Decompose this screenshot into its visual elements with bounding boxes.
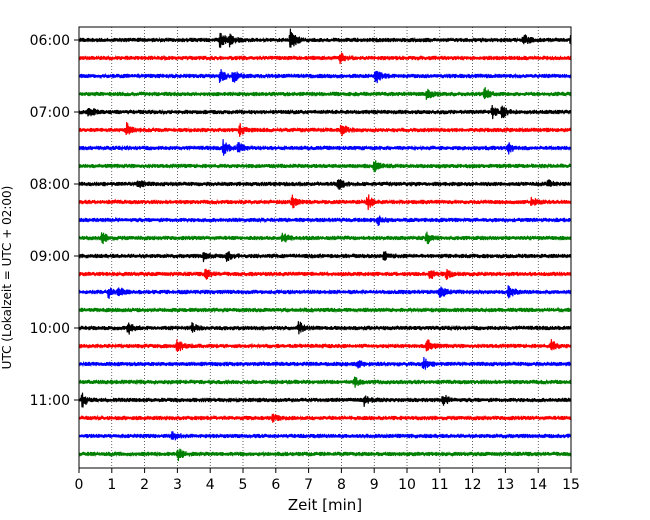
trace-8 <box>78 179 572 190</box>
x-tick-label-10: 10 <box>398 477 416 493</box>
trace-18 <box>78 356 572 370</box>
y-tick-label-4: 10:00 <box>30 321 70 337</box>
x-tick-label-7: 7 <box>304 477 313 493</box>
trace-3 <box>78 87 572 100</box>
trace-13 <box>78 268 572 280</box>
y-axis-ticks: 06:00 07:00 08:00 09:00 10:00 11:00 <box>30 33 79 409</box>
trace-4 <box>78 104 572 120</box>
y-axis-label: UTC (Lokalzeit = UTC + 02:00) <box>0 186 14 370</box>
trace-15 <box>78 306 572 314</box>
trace-16 <box>78 321 572 335</box>
x-tick-label-1: 1 <box>107 477 116 493</box>
trace-22 <box>78 431 572 441</box>
trace-9 <box>78 194 572 211</box>
trace-21 <box>78 413 572 423</box>
x-tick-label-0: 0 <box>75 477 84 493</box>
y-tick-label-3: 09:00 <box>30 249 70 265</box>
trace-11 <box>78 231 572 245</box>
y-tick-label-1: 07:00 <box>30 105 70 121</box>
trace-14 <box>78 285 572 299</box>
trace-2 <box>78 69 572 84</box>
x-tick-label-11: 11 <box>431 477 449 493</box>
y-tick-label-2: 08:00 <box>30 177 70 193</box>
x-tick-label-9: 9 <box>370 477 379 493</box>
x-tick-label-14: 14 <box>529 477 547 493</box>
y-tick-label-5: 11:00 <box>30 393 70 409</box>
trace-7 <box>78 160 572 173</box>
trace-20 <box>78 392 572 408</box>
x-tick-label-2: 2 <box>140 477 149 493</box>
trace-5 <box>78 121 572 137</box>
trace-12 <box>78 251 572 263</box>
seismogram-traces <box>78 28 572 462</box>
x-tick-label-12: 12 <box>464 477 482 493</box>
trace-10 <box>78 215 572 227</box>
x-tick-label-4: 4 <box>206 477 215 493</box>
x-tick-label-6: 6 <box>271 477 280 493</box>
trace-17 <box>78 339 572 352</box>
x-tick-label-8: 8 <box>337 477 346 493</box>
trace-23 <box>78 448 572 462</box>
trace-19 <box>78 376 572 388</box>
trace-0 <box>78 28 572 48</box>
trace-6 <box>78 139 572 156</box>
x-tick-label-13: 13 <box>496 477 514 493</box>
x-axis-ticks: 0 1 2 3 4 5 6 7 8 9 10 11 12 13 14 15 <box>75 468 580 493</box>
x-axis-label: Zeit [min] <box>288 496 362 514</box>
trace-1 <box>78 52 572 65</box>
x-tick-label-5: 5 <box>239 477 248 493</box>
x-tick-label-3: 3 <box>173 477 182 493</box>
y-tick-label-0: 06:00 <box>30 33 70 49</box>
plot-frame <box>78 26 572 469</box>
x-tick-label-15: 15 <box>562 477 580 493</box>
